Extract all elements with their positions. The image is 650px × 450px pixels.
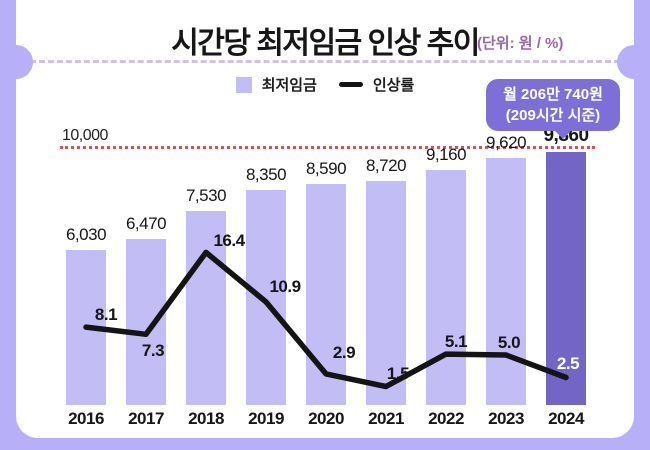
x-axis-label-2016: 2016 — [68, 409, 104, 428]
dashed-divider — [30, 60, 620, 63]
rate-label-2017: 7.3 — [141, 341, 165, 361]
reference-line-label: 10,000 — [62, 127, 108, 144]
title-row: 시간당 최저임금 인상 추이 (단위: 원 / %) — [0, 18, 650, 62]
rate-label-2016: 8.1 — [94, 305, 118, 325]
rate-label-2020: 2.9 — [332, 342, 356, 362]
title-unit: (단위: 원 / %) — [477, 35, 564, 52]
bar-2022 — [426, 169, 466, 405]
ticket-notch-right — [617, 45, 650, 79]
plot-area: 6,030 6,470 7,530 8,350 8,590 8,720 9,160 9,620… — [56, 125, 596, 405]
bar-value-label-2021: 8,720 — [365, 155, 407, 175]
rate-label-2022: 5.1 — [444, 332, 468, 352]
reference-dotted-line — [60, 146, 595, 149]
rate-label-2018: 16.4 — [213, 231, 245, 251]
x-axis-label-2018: 2018 — [188, 409, 224, 428]
rate-label-2021: 1.5 — [386, 363, 410, 383]
bar-2016 — [66, 250, 106, 405]
rate-label-2019: 10.9 — [269, 276, 301, 296]
monthly-wage-callout: 월 206만 740원 (209시간 시준) — [486, 79, 620, 139]
x-axis-label-2021: 2021 — [368, 409, 404, 428]
bar-2019 — [246, 190, 286, 405]
bar-value-label-2022: 9,160 — [425, 144, 467, 164]
bar-2020 — [306, 184, 346, 405]
x-axis-label-2023: 2023 — [488, 409, 524, 428]
bar-value-label-2017: 6,470 — [125, 213, 167, 233]
bar-2023 — [486, 157, 526, 405]
x-axis-label-2024: 2024 — [548, 409, 584, 428]
x-axis-label-2019: 2019 — [248, 409, 284, 428]
callout-pointer-icon — [554, 130, 572, 139]
page-title: 시간당 최저임금 인상 추이 — [171, 27, 480, 60]
x-axis-label-2022: 2022 — [428, 409, 464, 428]
bar-value-label-2020: 8,590 — [305, 159, 347, 179]
chart-legend: 최저임금 인상률 — [0, 74, 650, 95]
legend-line-swatch-icon — [338, 82, 363, 87]
bar-value-label-2019: 8,350 — [245, 165, 287, 185]
legend-label-increase-rate: 인상률 — [372, 77, 415, 94]
rate-label-2024: 2.5 — [556, 353, 580, 373]
rate-label-2023: 5.0 — [497, 333, 521, 352]
legend-label-minimum-wage: 최저임금 — [261, 77, 317, 94]
bar-2017 — [126, 238, 166, 405]
x-axis-label-2017: 2017 — [128, 409, 164, 428]
bar-value-label-2016: 6,030 — [65, 225, 107, 245]
x-axis-label-2020: 2020 — [308, 409, 344, 428]
callout-line1: 월 206만 740원 — [503, 86, 603, 103]
callout-line2: (209시간 시준) — [505, 107, 601, 124]
ticket-notch-left — [0, 45, 33, 79]
bar-value-label-2023: 9,620 — [485, 132, 527, 152]
legend-bar-swatch-icon — [235, 76, 252, 93]
x-axis: 2016 2017 2018 2019 2020 2021 2022 2023 2024 — [56, 409, 596, 433]
bar-value-label-2018: 7,530 — [185, 186, 227, 206]
